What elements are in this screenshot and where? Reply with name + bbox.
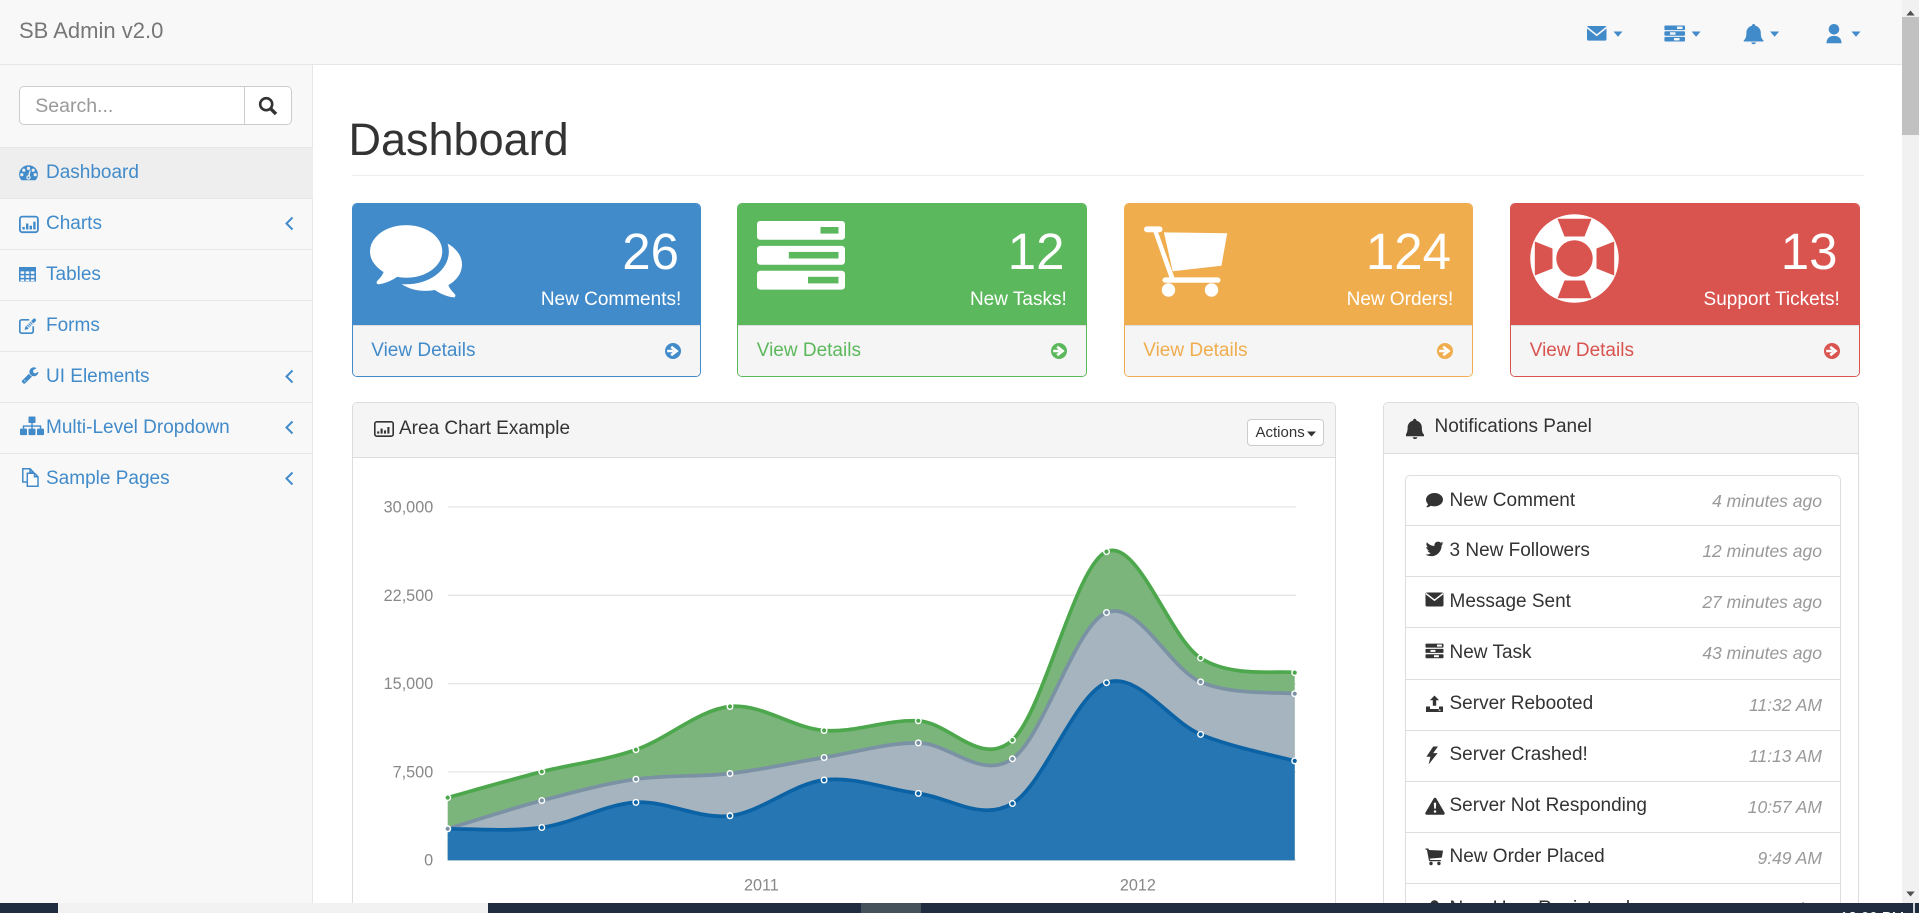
- svg-text:7,500: 7,500: [392, 764, 433, 782]
- svg-text:30,000: 30,000: [383, 499, 433, 517]
- svg-text:2011: 2011: [744, 877, 779, 895]
- svg-text:15,000: 15,000: [383, 675, 433, 693]
- svg-text:0: 0: [424, 852, 433, 870]
- svg-text:22,500: 22,500: [383, 587, 433, 605]
- svg-text:2012: 2012: [1120, 877, 1156, 895]
